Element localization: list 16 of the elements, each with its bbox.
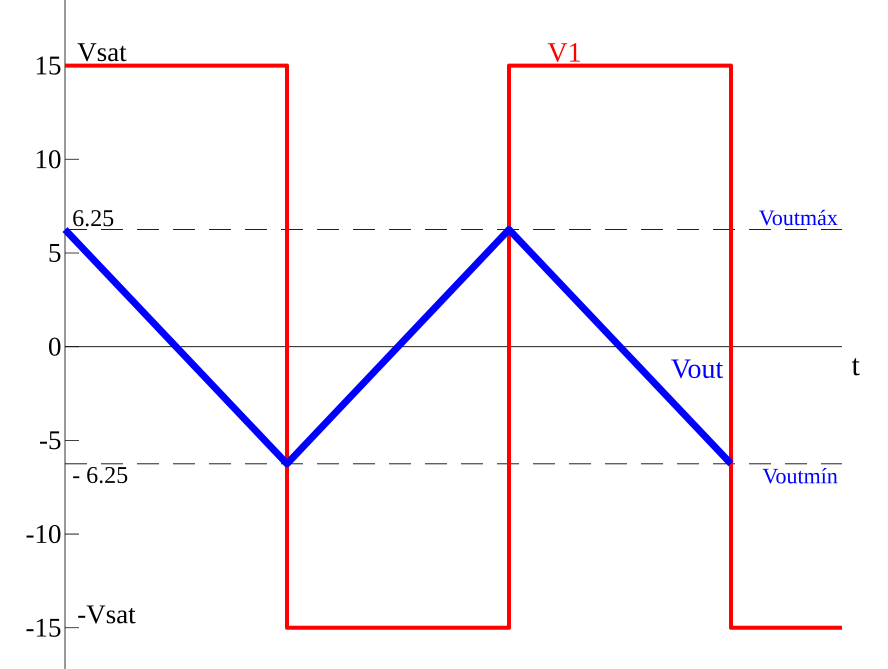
y-tick-label: 10: [36, 150, 60, 168]
annotation: Vsat: [78, 43, 127, 62]
y-tick-label: -5: [40, 431, 60, 450]
ref-line-label: - 6.25: [73, 467, 128, 484]
y-tick-label: 15: [36, 56, 60, 75]
y-tick-label: -15: [26, 618, 60, 637]
annotation: Voutmáx: [759, 210, 838, 226]
y-tick-label: -10: [26, 524, 60, 544]
annotation: -Vsat: [78, 605, 136, 624]
y-tick-label: 0: [49, 338, 60, 356]
annotation: Voutmín: [762, 468, 838, 484]
series-label: V1: [548, 43, 580, 62]
y-tick-label: 5: [50, 244, 60, 262]
ref-line-label: 6.25: [73, 210, 114, 226]
x-axis-title: t: [852, 358, 860, 376]
series-label: Vout: [671, 360, 724, 378]
